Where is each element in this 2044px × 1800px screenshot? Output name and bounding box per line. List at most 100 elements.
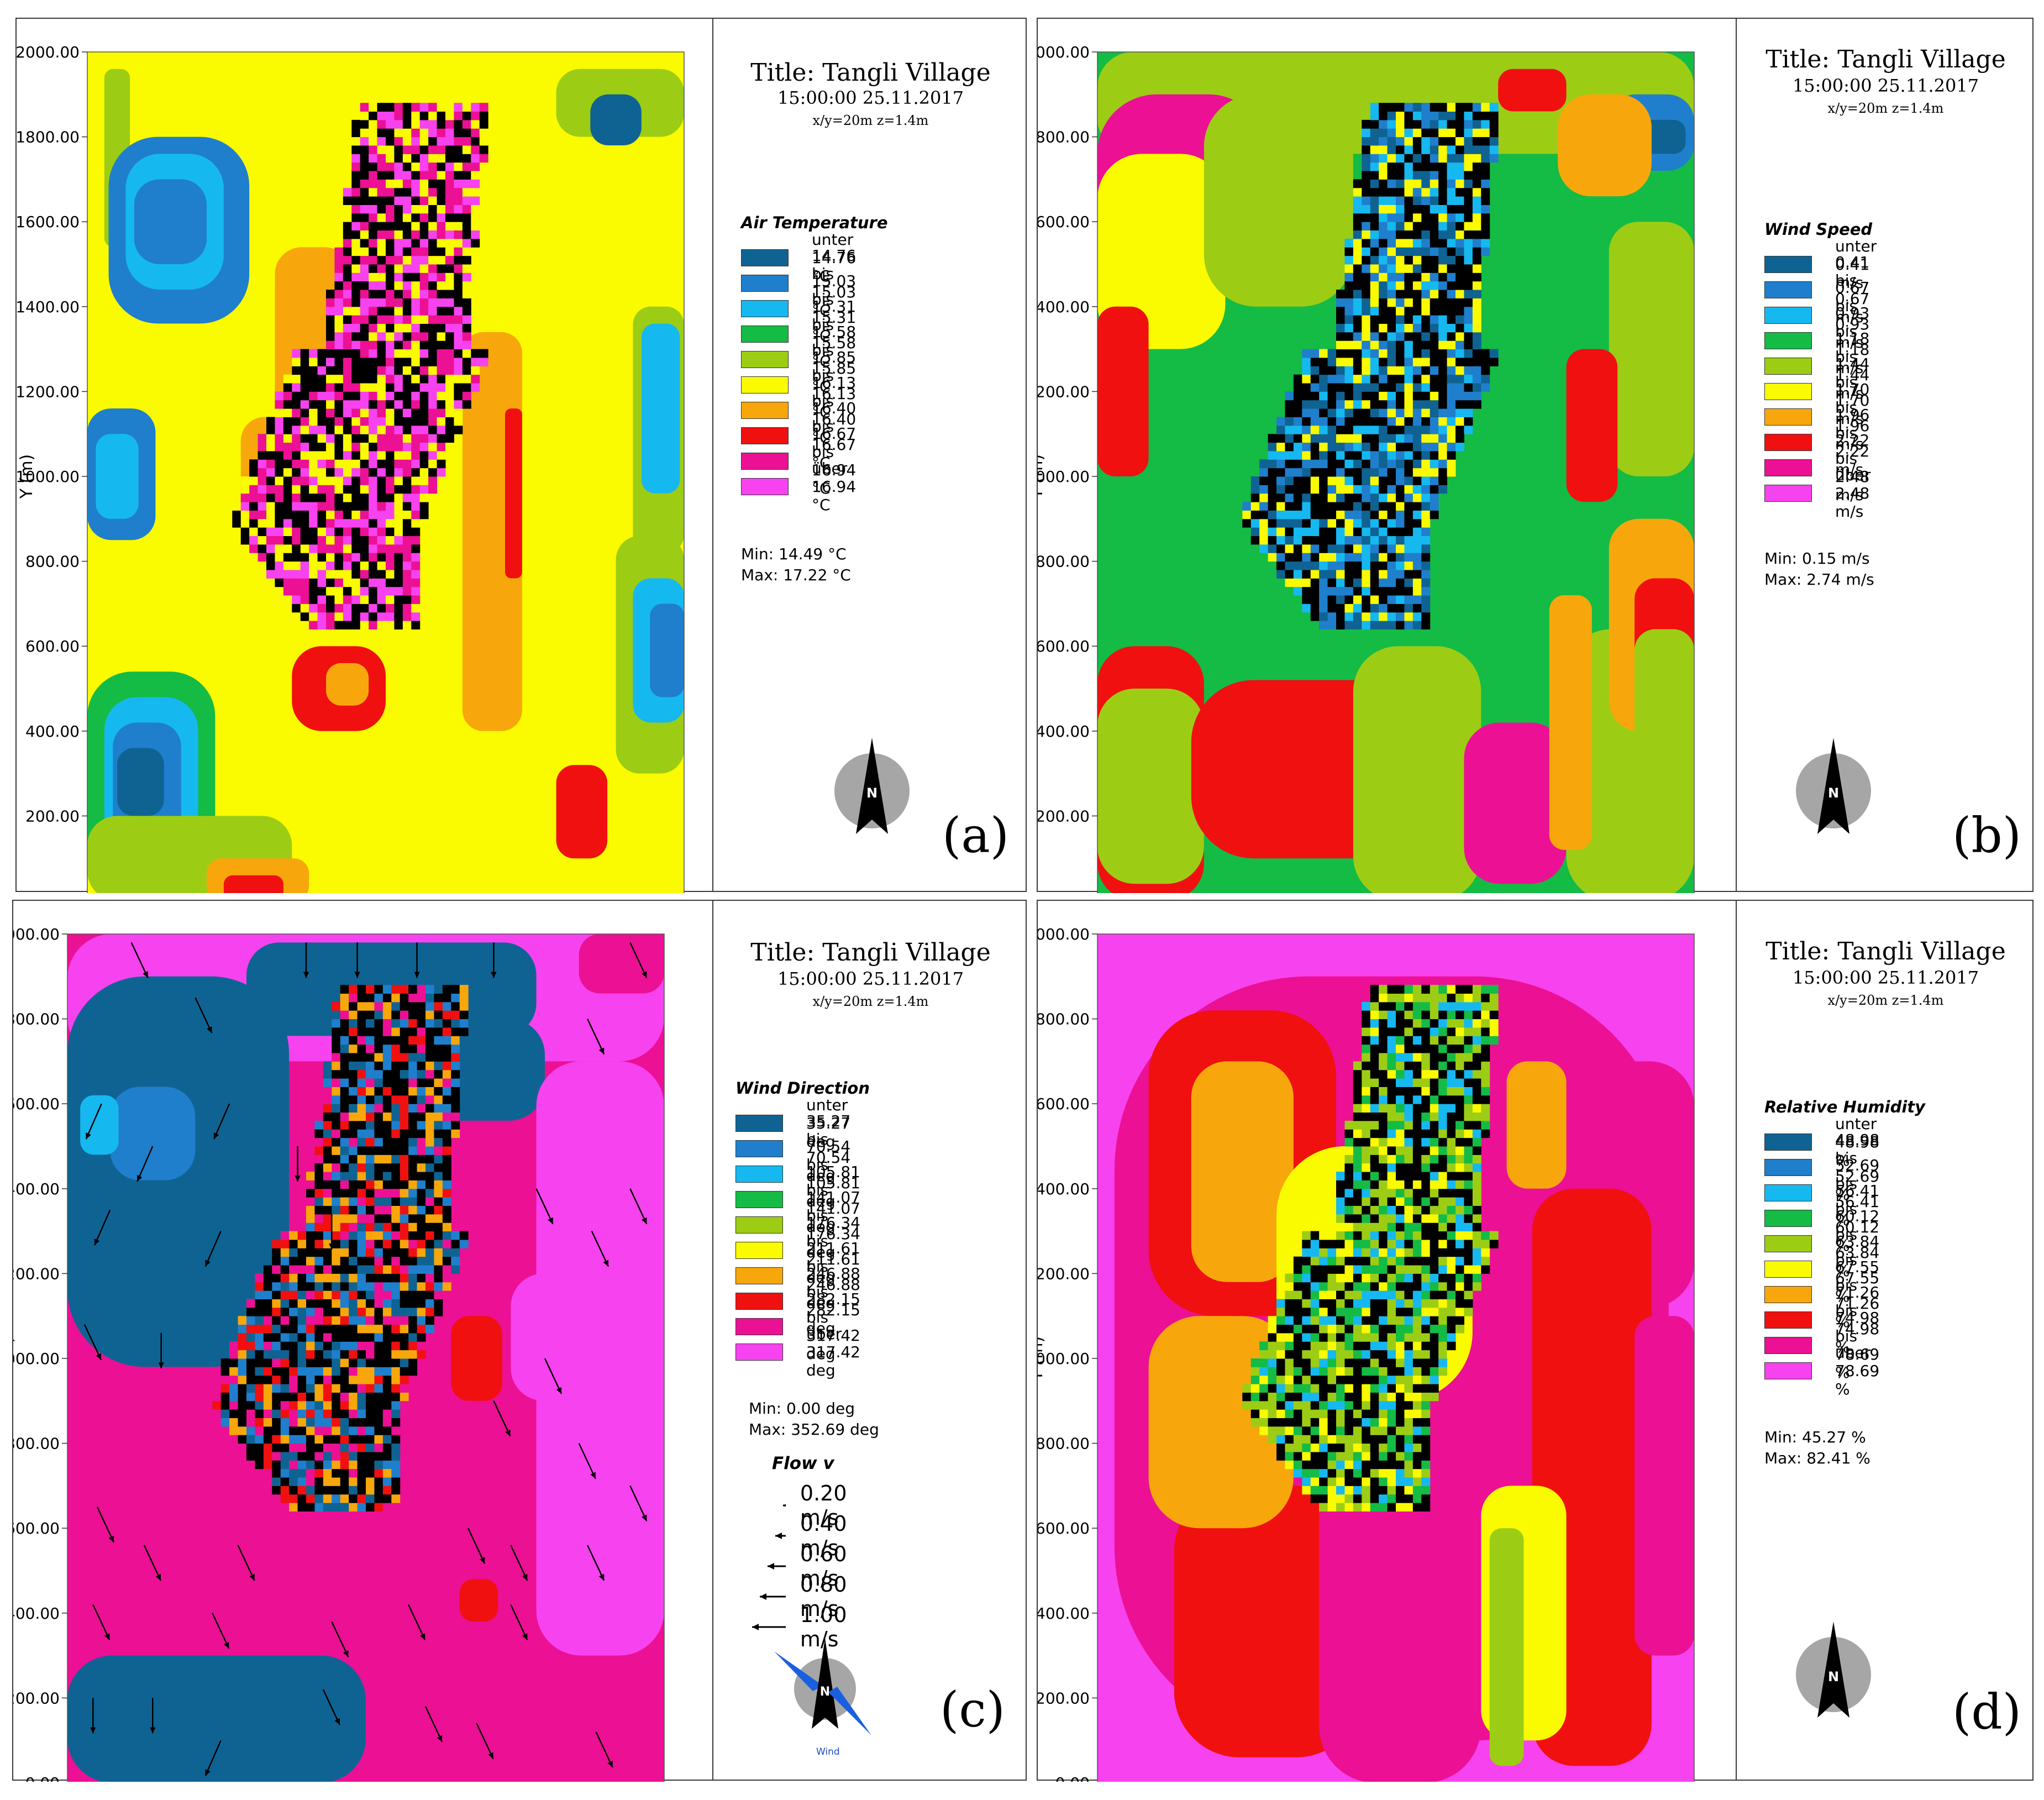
village-cell <box>400 1104 409 1113</box>
wind-vector <box>544 1358 563 1394</box>
village-cell <box>314 1418 324 1427</box>
wind-vector-head <box>329 1243 335 1250</box>
building <box>366 1027 375 1036</box>
building <box>1481 349 1490 358</box>
village-cell <box>1456 1214 1464 1223</box>
village-cell <box>386 187 395 197</box>
village-cell <box>419 272 429 282</box>
building <box>1396 187 1405 197</box>
village-cell <box>357 1214 366 1223</box>
village-cell <box>1464 111 1473 120</box>
village-cell <box>1319 349 1328 358</box>
village-cell <box>1430 111 1439 120</box>
village-cell <box>1242 1384 1252 1393</box>
village-cell <box>1310 527 1320 537</box>
village-cell <box>402 196 412 205</box>
village-cell <box>1430 1307 1439 1316</box>
building <box>1430 1316 1439 1325</box>
village-cell <box>1362 1486 1371 1495</box>
village-cell <box>343 281 352 290</box>
village-cell <box>454 408 463 417</box>
village-cell <box>1396 1324 1405 1334</box>
village-cell <box>1464 137 1473 146</box>
village-cell <box>428 400 438 409</box>
building <box>1268 1332 1277 1342</box>
village-cell <box>1387 1231 1396 1240</box>
building <box>343 621 352 629</box>
village-cell <box>1379 1222 1388 1232</box>
village-cell <box>1404 383 1414 392</box>
village-cell <box>1387 400 1396 409</box>
village-cell <box>280 1451 290 1461</box>
village-cell <box>411 255 421 265</box>
village-cell <box>374 1197 383 1206</box>
village-cell <box>314 1392 324 1402</box>
village-cell <box>1302 1231 1311 1240</box>
village-cell <box>366 1087 375 1096</box>
village-cell <box>1310 408 1320 417</box>
village-cell <box>1379 425 1388 434</box>
village-cell <box>442 1010 451 1020</box>
wind-vector-head <box>136 1175 143 1182</box>
legend-panel: Title: Tangli Village 15:00:00 25.11.201… <box>1737 19 2035 891</box>
legend-swatch <box>741 427 789 444</box>
village-cell <box>323 1239 332 1248</box>
village-cell <box>1379 1188 1388 1198</box>
flow-legend-item: 0.20 m/s <box>751 1481 863 1530</box>
village-cell <box>357 1375 366 1384</box>
building <box>246 1375 255 1384</box>
village-cell <box>266 569 275 579</box>
village-cell <box>366 1001 375 1011</box>
wind-vector <box>591 1231 609 1267</box>
wind-vector <box>96 1507 115 1543</box>
building <box>360 154 369 163</box>
min-value: Min: 14.49 °C <box>741 545 847 563</box>
y-tick-label: 1600.00 <box>17 213 80 231</box>
village-cell <box>1489 1036 1499 1045</box>
village-cell <box>428 103 438 112</box>
village-cell <box>1387 1273 1396 1283</box>
village-cell <box>382 1290 392 1299</box>
village-cell <box>314 1188 324 1198</box>
building <box>1472 1087 1481 1096</box>
village-cell <box>1379 1443 1388 1452</box>
village-cell <box>1336 1477 1345 1486</box>
panel-b: 0.00200.00400.00600.00800.001000.001200.… <box>1037 18 2035 893</box>
building <box>1396 400 1405 409</box>
building <box>1327 1418 1337 1427</box>
village-cell <box>1250 485 1260 494</box>
building <box>394 561 403 570</box>
village-cell <box>394 425 403 434</box>
village-cell <box>1353 1061 1362 1070</box>
village-cell <box>1302 434 1311 443</box>
village-cell <box>394 264 403 273</box>
village-cell <box>1396 595 1405 604</box>
village-cell <box>1404 247 1414 256</box>
village-cell <box>283 561 292 570</box>
building <box>479 119 488 129</box>
building <box>1481 213 1490 222</box>
building <box>400 1044 409 1053</box>
village-cell <box>1412 442 1422 452</box>
village-cell <box>391 1095 401 1104</box>
building <box>1327 578 1337 587</box>
building <box>1344 391 1354 401</box>
village-cell <box>340 1443 349 1452</box>
village-cell <box>314 1400 324 1410</box>
building <box>1456 400 1464 409</box>
village-cell <box>266 502 275 511</box>
village-cell <box>377 137 386 146</box>
building <box>349 1001 358 1011</box>
building <box>1430 340 1439 350</box>
village-cell <box>369 238 378 248</box>
building <box>1447 281 1456 290</box>
building <box>454 213 463 222</box>
building <box>366 1409 375 1419</box>
village-cell <box>445 204 454 214</box>
building <box>1438 383 1448 392</box>
wind-direction-heatmap: 0.00200.00400.00600.00800.001000.001200.… <box>13 925 665 1782</box>
building <box>297 1503 307 1512</box>
village-cell <box>1319 1409 1328 1419</box>
building <box>1327 383 1337 392</box>
village-cell <box>1379 1154 1388 1164</box>
